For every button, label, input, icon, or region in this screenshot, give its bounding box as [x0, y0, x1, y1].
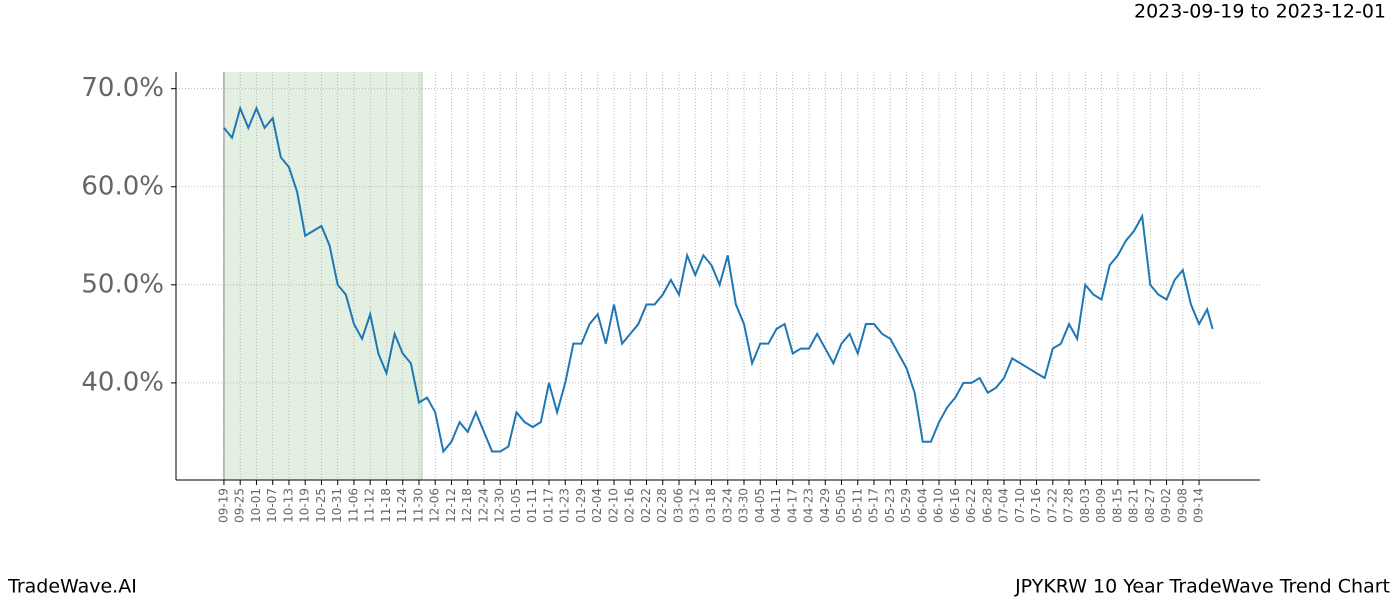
y-tick-label: 50.0%	[81, 269, 164, 299]
x-tick-label: 07-10	[1013, 488, 1027, 523]
x-tick-label: 04-23	[802, 488, 816, 523]
x-tick-label: 06-04	[915, 488, 929, 523]
x-tick-label: 04-29	[818, 488, 832, 523]
x-tick-label: 03-30	[737, 488, 751, 523]
x-tick-label: 04-17	[785, 488, 799, 523]
x-tick-label: 07-28	[1062, 488, 1076, 523]
x-tick-label: 09-19	[216, 488, 230, 523]
x-tick-label: 05-11	[850, 488, 864, 523]
x-tick-label: 05-23	[883, 488, 897, 523]
x-tick-label: 08-27	[1143, 488, 1157, 523]
x-tick-label: 02-16	[623, 488, 637, 523]
x-tick-label: 01-23	[558, 488, 572, 523]
x-tick-label: 06-16	[948, 488, 962, 523]
x-tick-label: 10-25	[314, 488, 328, 523]
highlight-region	[223, 72, 422, 480]
x-tick-label: 09-08	[1175, 488, 1189, 523]
x-tick-label: 05-29	[899, 488, 913, 523]
x-tick-label: 09-02	[1159, 488, 1173, 523]
x-tick-label: 01-17	[541, 488, 555, 523]
x-tick-label: 03-24	[720, 488, 734, 523]
x-tick-label: 02-28	[655, 488, 669, 523]
x-tick-label: 01-11	[525, 488, 539, 523]
x-tick-label: 08-09	[1094, 488, 1108, 523]
x-tick-label: 11-18	[379, 488, 393, 523]
x-tick-label: 02-22	[639, 488, 653, 523]
x-tick-label: 12-12	[444, 488, 458, 523]
x-tick-label: 10-07	[265, 488, 279, 523]
x-tick-label: 05-05	[834, 488, 848, 523]
x-tick-label: 09-25	[233, 488, 247, 523]
y-tick-label: 40.0%	[81, 367, 164, 397]
trend-line	[223, 105, 1214, 454]
x-tick-label: 11-24	[395, 488, 409, 523]
x-tick-label: 12-06	[428, 488, 442, 523]
x-tick-label: 08-15	[1110, 488, 1124, 523]
x-tick-label: 10-01	[249, 488, 263, 523]
x-tick-label: 11-30	[411, 488, 425, 523]
x-tick-label: 06-10	[932, 488, 946, 523]
x-tick-label: 03-18	[704, 488, 718, 523]
x-tick-label: 12-18	[460, 488, 474, 523]
x-tick-label: 12-30	[493, 488, 507, 523]
x-tick-label: 02-04	[590, 488, 604, 523]
x-tick-label: 04-05	[753, 488, 767, 523]
x-tick-label: 09-14	[1192, 488, 1206, 523]
x-tick-label: 01-05	[509, 488, 523, 523]
y-tick-label: 70.0%	[81, 73, 164, 103]
x-tick-label: 10-31	[330, 488, 344, 523]
x-tick-label: 11-12	[363, 488, 377, 523]
x-tick-label: 04-11	[769, 488, 783, 523]
x-tick-label: 06-22	[964, 488, 978, 523]
x-tick-label: 03-12	[688, 488, 702, 523]
y-tick-label: 60.0%	[81, 171, 164, 201]
x-tick-label: 10-13	[281, 488, 295, 523]
x-tick-label: 01-29	[574, 488, 588, 523]
x-tick-label: 07-04	[997, 488, 1011, 523]
x-tick-label: 05-17	[867, 488, 881, 523]
x-tick-label: 12-24	[476, 488, 490, 523]
x-tick-label: 03-06	[671, 488, 685, 523]
x-tick-label: 07-22	[1045, 488, 1059, 523]
x-tick-label: 08-21	[1127, 488, 1141, 523]
x-tick-label: 08-03	[1078, 488, 1092, 523]
x-tick-label: 10-19	[298, 488, 312, 523]
x-tick-label: 02-10	[606, 488, 620, 523]
chart-caption: JPYKRW 10 Year TradeWave Trend Chart	[1014, 576, 1390, 598]
brand: TradeWave.AI	[7, 576, 137, 598]
date-range: 2023-09-19 to 2023-12-01	[1134, 1, 1386, 23]
x-tick-label: 07-16	[1029, 488, 1043, 523]
x-tick-label: 11-06	[346, 488, 360, 523]
x-tick-label: 06-28	[980, 488, 994, 523]
